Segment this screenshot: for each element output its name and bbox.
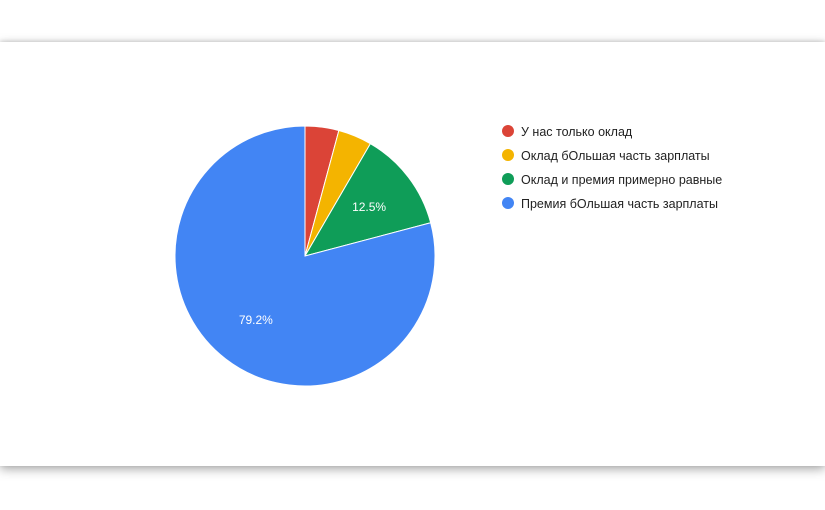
slice-percent-label: 12.5% [352, 200, 386, 214]
pie-slice-3[interactable] [174, 125, 436, 387]
legend-item-salary-only[interactable]: У нас только оклад [502, 123, 732, 141]
legend-item-equal[interactable]: Оклад и премия примерно равные [502, 171, 732, 189]
legend-item-salary-majority[interactable]: Оклад бОльшая часть зарплаты [502, 147, 732, 165]
legend-marker-yellow [502, 149, 514, 161]
legend-label: У нас только оклад [521, 125, 633, 139]
chart-legend: У нас только оклад Оклад бОльшая часть з… [502, 123, 732, 219]
legend-marker-red [502, 125, 514, 137]
legend-marker-blue [502, 197, 514, 209]
legend-label: Оклад и премия примерно равные [521, 173, 723, 187]
pie-slice-2[interactable] [303, 142, 432, 257]
legend-label: Премия бОльшая часть зарплаты [521, 197, 718, 211]
slice-percent-label: 79.2% [239, 313, 273, 327]
legend-marker-green [502, 173, 514, 185]
legend-item-bonus-majority[interactable]: Премия бОльшая часть зарплаты [502, 195, 732, 213]
legend-label: Оклад бОльшая часть зарплаты [521, 149, 710, 163]
